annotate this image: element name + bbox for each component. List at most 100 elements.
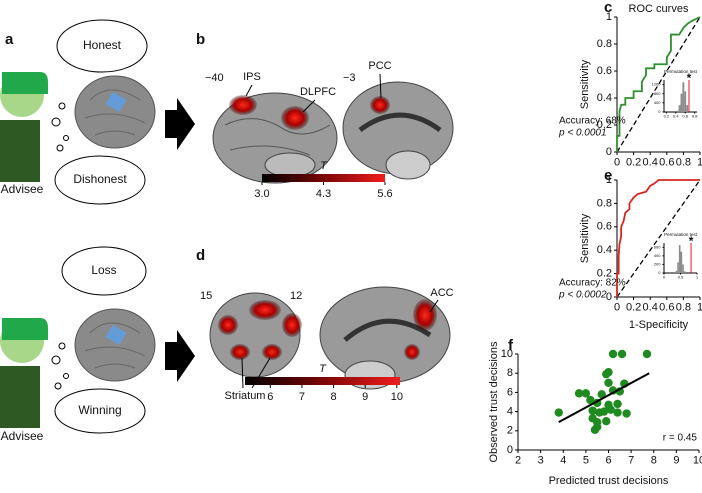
y-tick-label: 0 [606, 146, 612, 158]
y-tick-label: 10 [501, 348, 513, 360]
x-tick-label: 0.6 [659, 302, 674, 314]
slice-number: −3 [343, 72, 356, 84]
y-tick-label: 800 [654, 91, 661, 96]
brain-fold [84, 89, 146, 136]
p-value: p < 0.0002 [558, 290, 607, 301]
y-axis-label: Sensitivity [579, 59, 591, 109]
y-tick-label: 1 [606, 11, 612, 23]
y-tick-label: 1200 [652, 82, 662, 87]
x-axis-label: 1-Specificity [629, 319, 689, 331]
x-tick-label: 0.6 [682, 113, 688, 118]
thought-dot [51, 117, 61, 127]
y-tick-label: 600 [654, 244, 661, 249]
y-tick-label: 8 [507, 367, 513, 379]
x-tick-label: 1 [696, 274, 699, 279]
chance-line [616, 179, 701, 298]
panel-label: a [5, 31, 14, 48]
x-tick-label: 6 [605, 455, 611, 467]
leader-line [241, 357, 244, 389]
y-tick-label: 0 [658, 109, 661, 114]
accuracy: Accuracy: 68% [559, 116, 626, 127]
person [0, 72, 48, 182]
histogram-bar [675, 270, 678, 273]
activation [230, 344, 250, 360]
x-tick-label: 1 [697, 302, 702, 314]
y-tick-label: 400 [654, 253, 661, 258]
accuracy: Accuracy: 82% [559, 278, 626, 289]
fit-line [558, 372, 650, 424]
y-tick-label: 0.6 [597, 221, 612, 233]
thought-dot [63, 135, 69, 141]
activation [370, 96, 390, 114]
y-tick-label: 6 [507, 386, 513, 398]
scatter-point [592, 422, 602, 432]
brain [74, 308, 156, 382]
thought-bubble [56, 19, 148, 73]
x-tick-label: 4 [560, 455, 566, 467]
slice-number: 12 [290, 290, 302, 302]
x-tick-label: 0.8 [692, 113, 698, 118]
panel-label: f [508, 337, 514, 354]
tick-label: 4.3 [316, 188, 331, 200]
brain-fold [84, 322, 146, 369]
histogram-bar [680, 93, 683, 112]
colorbar [262, 174, 385, 182]
thought-dot [56, 144, 64, 152]
slice-number: 15 [200, 290, 212, 302]
tick-label: 5.6 [377, 188, 392, 200]
histogram-bar [676, 110, 679, 112]
scatter-point [554, 408, 563, 417]
activation [249, 300, 281, 320]
histogram-bar [682, 82, 685, 112]
x-tick-label: 2 [515, 455, 521, 467]
cerebellum [264, 152, 316, 178]
x-tick-label: 0 [614, 302, 620, 314]
scatter-point [602, 417, 611, 426]
thought: Loss [91, 263, 116, 277]
roc-curve [616, 179, 700, 297]
y-tick-label: 200 [654, 261, 661, 266]
region-label: IPS [243, 71, 261, 83]
histogram-bar [677, 262, 679, 273]
x-tick-label: 0.6 [659, 157, 674, 169]
scatter-point [606, 405, 615, 414]
y-axis-label: Sensitivity [579, 213, 591, 263]
activation [404, 344, 420, 360]
agent: Advisee [1, 429, 44, 443]
x-tick-label: 0.4 [643, 157, 658, 169]
scatter-point [604, 378, 613, 387]
thought-bubble [61, 246, 147, 296]
significance-marker: * [687, 71, 692, 85]
scatter-point [588, 406, 597, 415]
thought-bubble [54, 155, 146, 205]
inset-title: Permutation test [664, 232, 698, 237]
inset-title: Permutation test [664, 69, 698, 74]
tick-label: 3.0 [254, 188, 269, 200]
thought: Honest [83, 38, 122, 52]
scatter-point [602, 369, 611, 379]
panel-label: d [196, 247, 205, 264]
scatter-point [613, 399, 622, 409]
thought-dot [54, 382, 62, 390]
tick-label: 8 [331, 391, 337, 403]
x-tick-label: 8 [651, 455, 657, 467]
thought-dot [63, 373, 69, 379]
panel-label: c [604, 0, 612, 16]
histogram-bar [684, 91, 687, 112]
panel-label: b [196, 31, 205, 48]
leader-line [302, 99, 316, 113]
y-tick-label: 1 [606, 174, 612, 186]
x-tick-label: 7 [628, 455, 634, 467]
y-tick-label: 2 [507, 425, 513, 437]
y-tick-label: 0 [507, 444, 513, 456]
thought-dot [58, 342, 66, 350]
activation [262, 344, 282, 360]
tick-label: 6 [267, 391, 273, 403]
scatter-point [622, 409, 631, 418]
y-tick-label: 0.2 [597, 119, 612, 131]
scatter-point [597, 390, 606, 399]
scatter-point [581, 389, 591, 398]
activation [413, 299, 437, 331]
colorbar-title: T [319, 363, 327, 375]
cap [2, 318, 48, 340]
